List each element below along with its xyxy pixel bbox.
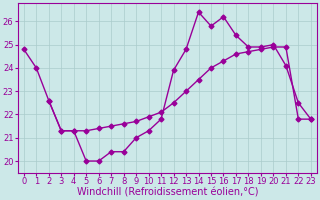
- X-axis label: Windchill (Refroidissement éolien,°C): Windchill (Refroidissement éolien,°C): [76, 187, 258, 197]
